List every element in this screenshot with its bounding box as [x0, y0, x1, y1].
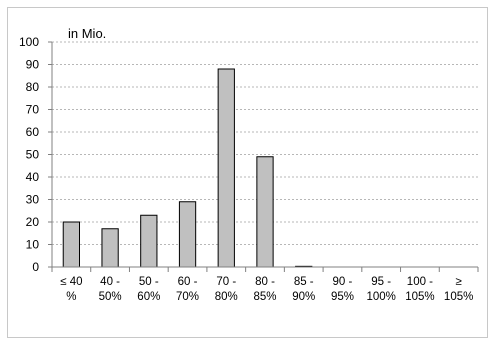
y-tick-label: 90 [26, 58, 40, 72]
x-tick-label: 105% [405, 291, 434, 303]
x-tick-label: 90% [292, 291, 315, 303]
x-tick-label: ≥ [455, 276, 461, 288]
axes [48, 41, 479, 272]
bar [140, 214, 158, 268]
y-tick-label: 60 [26, 125, 40, 139]
y-tick-label: 50 [26, 148, 40, 162]
x-tick-label: 80% [215, 291, 238, 303]
x-tick-label: 85% [253, 291, 276, 303]
x-tick-label: ≤ 40 [60, 276, 82, 288]
y-tick-label: 70 [26, 103, 40, 117]
x-tick-label: 85 - [294, 276, 314, 288]
x-tick-label: 105% [444, 291, 473, 303]
y-tick-label: 0 [32, 260, 39, 274]
x-tick-label: 95 - [371, 276, 391, 288]
y-tick-label: 40 [26, 170, 40, 184]
x-tick-label: 70% [176, 291, 199, 303]
y-tick-label: 30 [26, 193, 40, 207]
bar [217, 68, 235, 268]
bar [256, 156, 274, 268]
x-tick-label: % [66, 291, 76, 303]
y-tick-label: 100 [19, 35, 39, 49]
x-tick-label: 100 - [407, 276, 433, 288]
x-tick-label: 95% [331, 291, 354, 303]
bar [178, 201, 197, 268]
x-tick-label: 40 - [100, 276, 120, 288]
bar [62, 221, 80, 268]
bars [62, 68, 313, 268]
x-tick-label: 50 - [139, 276, 159, 288]
bar [101, 228, 119, 268]
chart-frame [7, 7, 488, 338]
x-tick-label: 60% [137, 291, 160, 303]
y-tick-label: 80 [26, 80, 40, 94]
unit-label: in Mio. [68, 26, 106, 41]
x-tick-label: 90 - [333, 276, 353, 288]
y-tick-label: 20 [26, 215, 40, 229]
x-tick-label: 80 - [255, 276, 275, 288]
x-tick-label: 100% [366, 291, 395, 303]
axis-labels: 0 10 20 30 40 50 60 70 80 90 100 ≤ 40% 40 - 50% 50 - 60… [19, 35, 473, 303]
x-tick-label: 70 - [216, 276, 236, 288]
y-tick-label: 10 [26, 238, 40, 252]
x-tick-label: 60 - [178, 276, 198, 288]
x-tick-label: 50% [99, 291, 122, 303]
